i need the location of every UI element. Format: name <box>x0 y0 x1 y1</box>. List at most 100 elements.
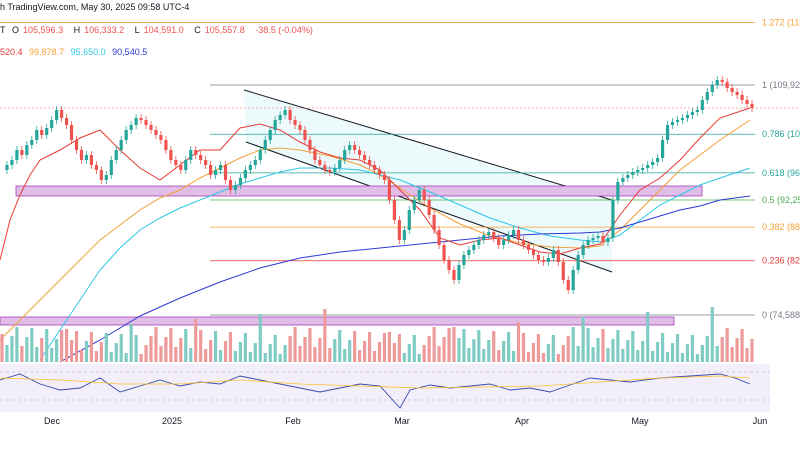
candle[interactable] <box>353 145 357 150</box>
ma-blue[interactable] <box>59 195 751 363</box>
candle[interactable] <box>179 165 183 170</box>
candle[interactable] <box>467 250 471 255</box>
candle[interactable] <box>84 155 89 160</box>
candle[interactable] <box>204 160 208 165</box>
candle[interactable] <box>10 160 14 165</box>
candle[interactable] <box>174 160 178 165</box>
candle[interactable] <box>60 110 64 118</box>
candle[interactable] <box>745 100 749 104</box>
candle[interactable] <box>417 190 421 200</box>
candle[interactable] <box>616 182 620 200</box>
candle[interactable] <box>457 265 461 280</box>
candle[interactable] <box>621 178 625 182</box>
candle[interactable] <box>218 165 223 170</box>
candle[interactable] <box>561 262 565 280</box>
candle[interactable] <box>114 150 118 160</box>
candle[interactable] <box>338 160 342 168</box>
candle[interactable] <box>253 160 257 165</box>
candle[interactable] <box>213 170 218 175</box>
candle[interactable] <box>412 200 416 210</box>
candle[interactable] <box>566 280 570 290</box>
rsi-line[interactable] <box>0 373 751 409</box>
candle[interactable] <box>700 100 704 110</box>
candle[interactable] <box>551 250 555 258</box>
candle[interactable] <box>690 112 694 115</box>
candle[interactable] <box>164 140 168 150</box>
candle[interactable] <box>735 92 739 95</box>
candle[interactable] <box>715 80 719 85</box>
candle[interactable] <box>521 240 526 245</box>
candle[interactable] <box>402 230 406 240</box>
candle[interactable] <box>283 110 287 115</box>
candle[interactable] <box>104 175 108 180</box>
candle[interactable] <box>159 135 163 140</box>
candle[interactable] <box>323 165 327 170</box>
candle[interactable] <box>318 160 322 165</box>
candle[interactable] <box>571 270 575 290</box>
candle[interactable] <box>333 168 337 172</box>
candle[interactable] <box>119 140 123 150</box>
candle[interactable] <box>472 245 476 250</box>
candle[interactable] <box>5 165 9 170</box>
candle[interactable] <box>452 270 456 280</box>
candle[interactable] <box>665 125 670 140</box>
candle[interactable] <box>263 140 267 150</box>
candle[interactable] <box>720 80 724 82</box>
candle[interactable] <box>641 168 645 170</box>
candle[interactable] <box>422 190 426 200</box>
candle[interactable] <box>725 82 729 88</box>
candle[interactable] <box>531 250 536 255</box>
fibonacci-retracement[interactable]: 1.272 (119 1 (109,924 0.786 (102 0.618 (96,… <box>0 17 800 320</box>
candle[interactable] <box>40 130 44 135</box>
candle[interactable] <box>646 165 650 168</box>
candle[interactable] <box>15 150 19 160</box>
candle[interactable] <box>223 165 228 180</box>
candle[interactable] <box>636 170 640 172</box>
candle[interactable] <box>462 255 466 265</box>
candle[interactable] <box>25 145 29 155</box>
candle[interactable] <box>348 145 352 150</box>
candle[interactable] <box>432 215 436 230</box>
candle[interactable] <box>492 232 496 238</box>
candle[interactable] <box>626 175 630 178</box>
candle[interactable] <box>591 238 595 240</box>
candle[interactable] <box>358 150 362 155</box>
candle[interactable] <box>670 122 675 125</box>
candle[interactable] <box>477 240 481 245</box>
candle[interactable] <box>382 175 387 180</box>
candle[interactable] <box>611 200 615 238</box>
candle[interactable] <box>298 125 302 130</box>
candle[interactable] <box>129 125 133 130</box>
candle[interactable] <box>651 162 655 165</box>
candle[interactable] <box>228 180 233 190</box>
candle[interactable] <box>695 110 699 112</box>
candle[interactable] <box>377 170 382 175</box>
candle[interactable] <box>109 160 113 175</box>
candle[interactable] <box>50 120 54 128</box>
candle[interactable] <box>740 95 744 100</box>
candle[interactable] <box>487 232 491 235</box>
candle[interactable] <box>511 230 516 235</box>
candle[interactable] <box>303 130 307 140</box>
candle[interactable] <box>64 118 69 125</box>
candle[interactable] <box>387 180 392 200</box>
candle[interactable] <box>656 158 660 162</box>
candle[interactable] <box>546 258 550 262</box>
candle[interactable] <box>273 120 277 130</box>
ma-cyan[interactable] <box>39 167 751 361</box>
candle[interactable] <box>372 165 377 170</box>
candle[interactable] <box>184 160 188 170</box>
ma-red[interactable] <box>0 107 751 261</box>
resistance-zone[interactable] <box>15 185 703 197</box>
candlestick-series[interactable] <box>5 76 754 294</box>
candle[interactable] <box>507 235 511 240</box>
candle[interactable] <box>74 140 79 150</box>
candle[interactable] <box>268 130 272 140</box>
candle[interactable] <box>367 160 372 165</box>
candle[interactable] <box>233 185 238 190</box>
candle[interactable] <box>194 150 198 155</box>
candle[interactable] <box>750 104 754 108</box>
candle[interactable] <box>149 125 153 130</box>
candle[interactable] <box>154 130 158 135</box>
